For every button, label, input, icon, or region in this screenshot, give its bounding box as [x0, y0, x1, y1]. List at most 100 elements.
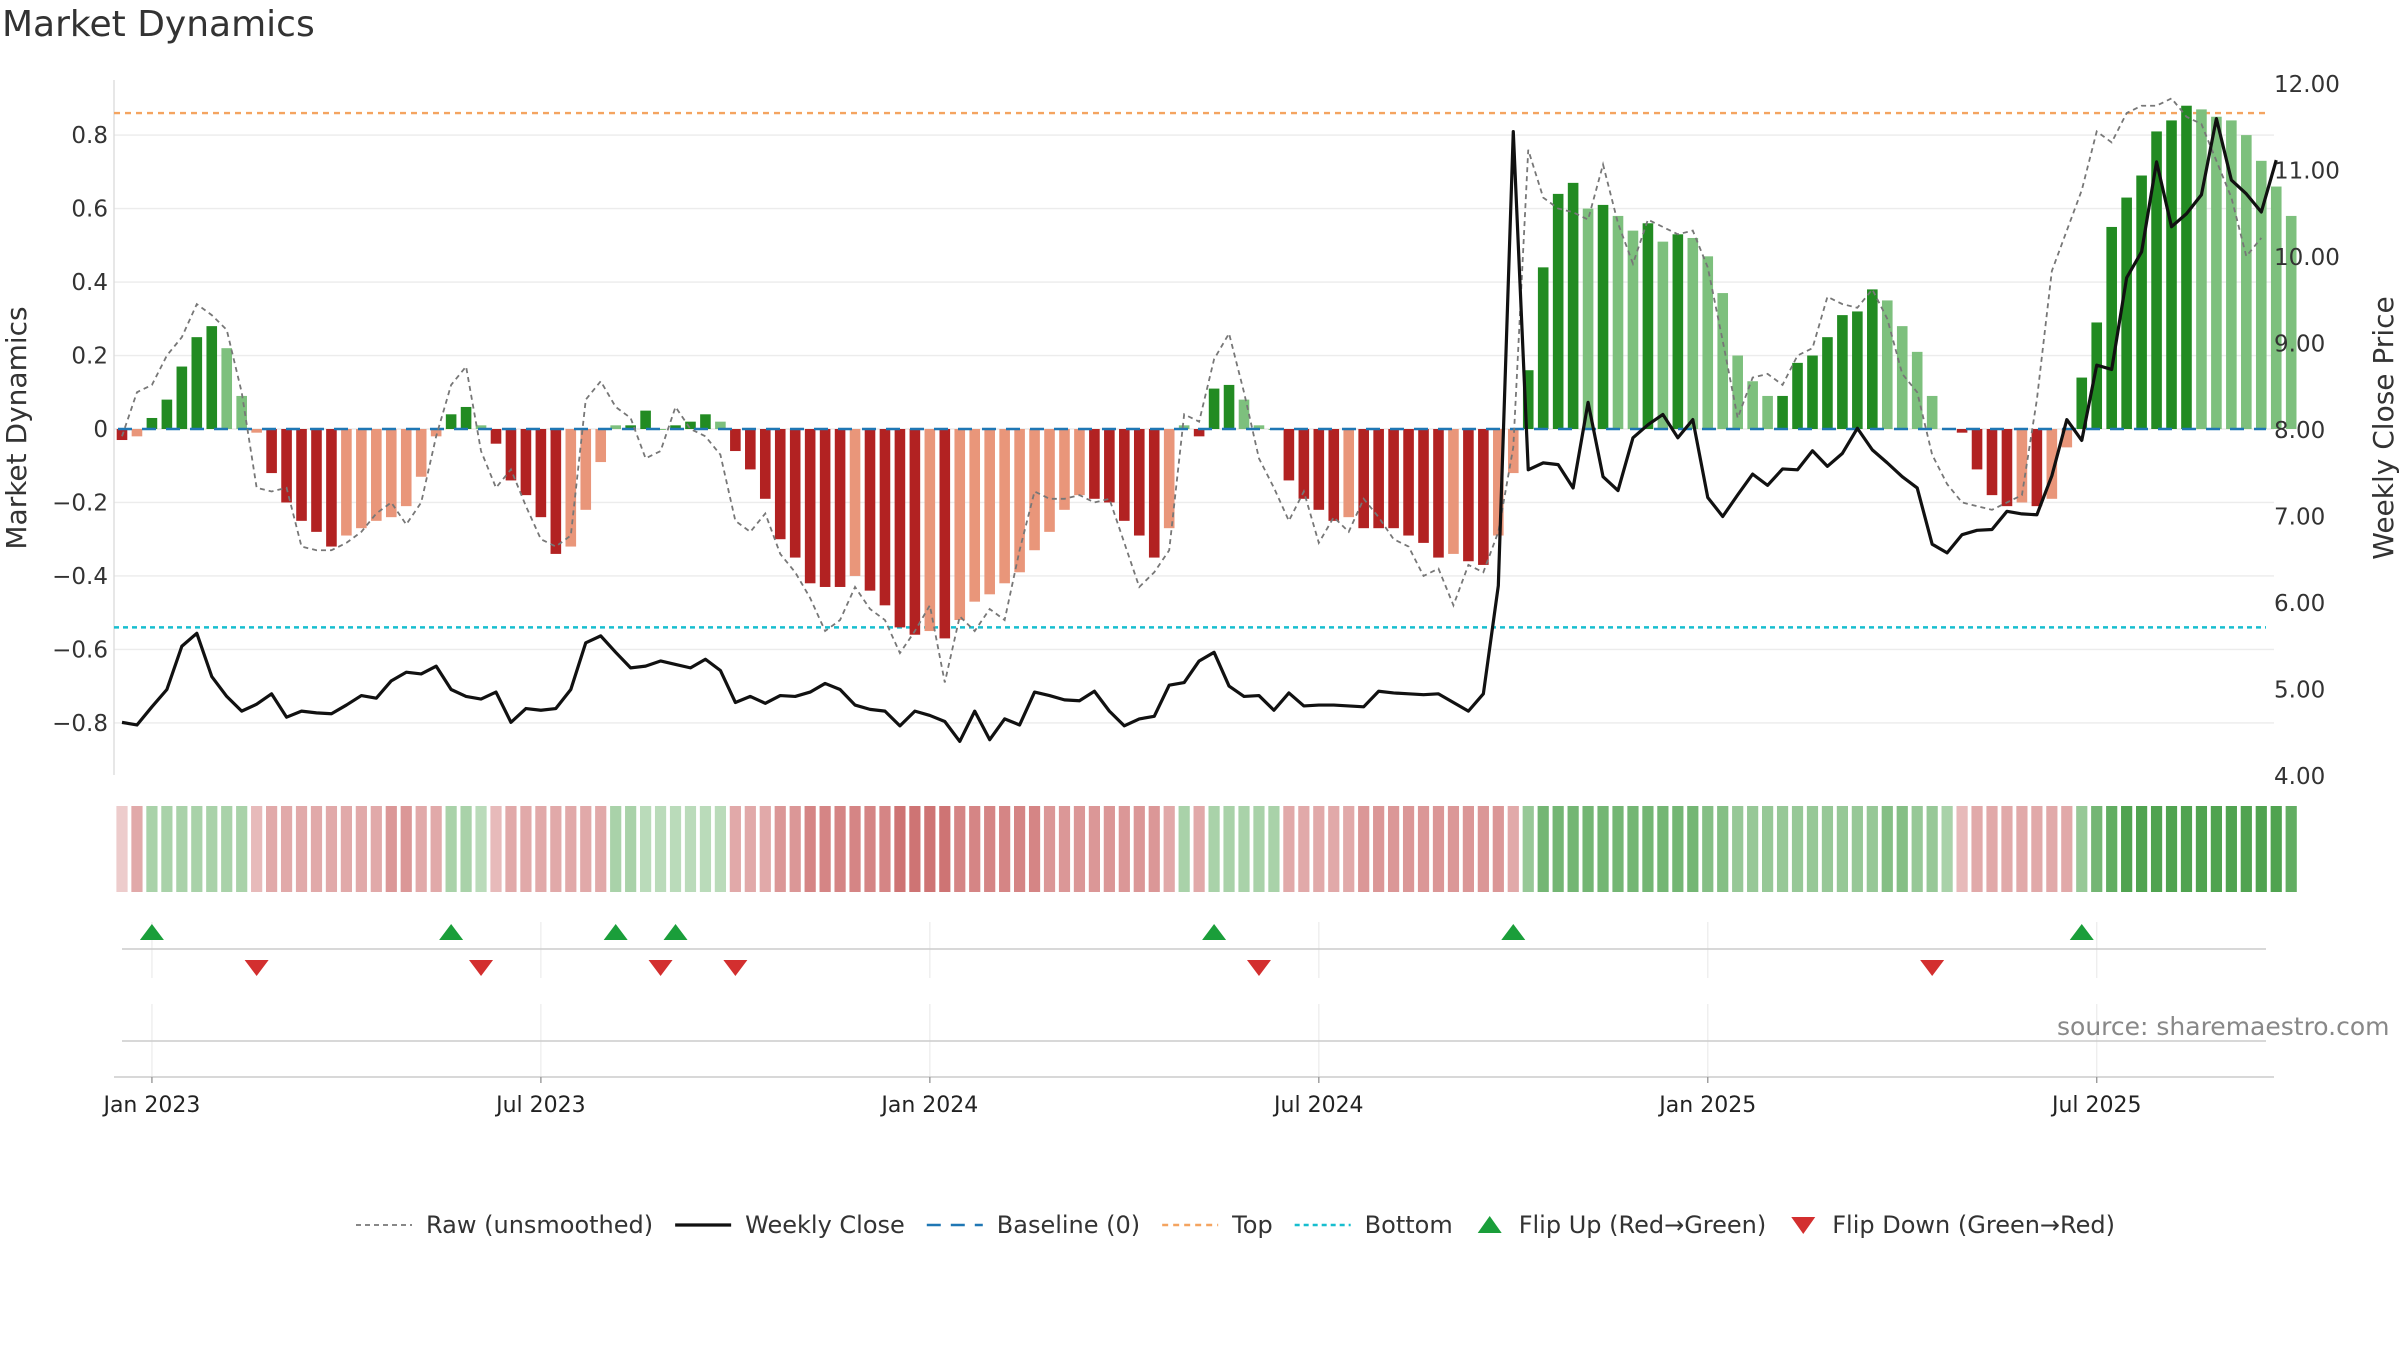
heat-cell — [1103, 806, 1115, 892]
heat-cell — [1762, 806, 1774, 892]
dynamics-bar — [1837, 315, 1848, 429]
dynamics-bar — [206, 326, 218, 429]
raw-unsmoothed-line — [121, 97, 2262, 683]
y-tick-label: 0.8 — [71, 123, 108, 149]
dynamics-bar — [505, 429, 517, 481]
dynamics-bar — [1328, 429, 1340, 521]
heat-cell — [251, 806, 263, 892]
heat-cell — [2046, 806, 2058, 892]
dynamics-bar — [1881, 300, 1893, 429]
y2-tick-label: 9.00 — [2274, 332, 2325, 358]
heat-cell — [1373, 806, 1385, 892]
heat-cell — [131, 806, 143, 892]
heat-cell — [2285, 806, 2297, 892]
heat-cell — [280, 806, 293, 892]
legend: Raw (unsmoothed) Weekly Close Baseline (0)… — [356, 1211, 2115, 1239]
heat-cell — [1163, 806, 1175, 892]
dynamics-bar — [1373, 429, 1384, 529]
y2-tick-label: 11.00 — [2274, 159, 2340, 185]
dynamics-bar — [879, 429, 891, 606]
heat-cell — [1806, 806, 1819, 892]
heat-cell — [864, 806, 876, 892]
heat-cell — [849, 806, 861, 892]
heat-cell — [266, 806, 278, 892]
dynamics-bar — [1119, 429, 1130, 521]
dynamics-bar — [730, 429, 741, 452]
heat-cell — [2180, 806, 2193, 892]
dynamics-bar — [2181, 105, 2192, 429]
heat-cell — [1776, 806, 1789, 892]
heat-cell — [625, 806, 637, 892]
dynamics-bar — [2046, 429, 2058, 499]
heat-cell — [236, 806, 248, 892]
dynamics-bar — [296, 429, 307, 521]
dynamics-bar — [1388, 429, 1399, 529]
heat-cell — [1402, 806, 1415, 892]
heat-cell — [2091, 806, 2103, 892]
dynamics-bar — [161, 399, 173, 429]
heat-cell — [1612, 806, 1624, 892]
heat-cell — [1672, 806, 1684, 892]
y-tick-label: 0.6 — [71, 197, 108, 223]
dynamics-bar — [1762, 395, 1773, 429]
dynamics-bar — [984, 429, 995, 595]
heat-cell — [654, 806, 667, 892]
dynamics-bar — [1627, 230, 1639, 429]
heat-cell — [640, 806, 652, 892]
dynamics-bar — [266, 429, 277, 474]
heat-cell — [325, 806, 338, 892]
dynamics-bar — [326, 429, 337, 547]
dynamics-bar — [789, 429, 801, 558]
dynamics-bar — [490, 429, 502, 444]
dynamics-bar — [1403, 429, 1414, 536]
legend-flip-down-swatch — [1791, 1217, 1816, 1234]
heat-cell — [1986, 806, 1998, 892]
dynamics-bar — [1852, 311, 1863, 429]
y2-tick-label: 8.00 — [2274, 418, 2325, 444]
heat-cell — [774, 806, 786, 892]
dynamics-bar — [1208, 388, 1220, 429]
flip-up-marker — [439, 924, 464, 940]
heat-cell — [505, 806, 517, 892]
dynamics-bar — [1792, 362, 1803, 429]
y-tick-label: 0 — [93, 417, 108, 443]
dynamics-bar — [1732, 355, 1743, 429]
dynamics-bar — [2121, 197, 2132, 429]
y-tick-label: 0.2 — [71, 344, 108, 370]
heat-cell — [2270, 806, 2282, 892]
dynamics-bar — [1358, 429, 1369, 529]
heat-cell — [804, 806, 816, 892]
heat-cell — [1687, 806, 1699, 892]
dynamics-bar — [400, 429, 412, 507]
dynamics-bar — [430, 429, 442, 437]
heat-cell — [385, 806, 397, 892]
heat-cell — [1193, 806, 1205, 892]
heat-cell — [295, 806, 308, 892]
heat-cell — [1941, 806, 1953, 892]
dynamics-bar — [2151, 131, 2162, 429]
dynamics-bar — [251, 429, 262, 433]
heat-cell — [2210, 806, 2222, 892]
legend-label: Baseline (0) — [997, 1211, 1140, 1239]
y-axis-label: Market Dynamics — [0, 306, 33, 549]
dynamics-bar — [1747, 381, 1758, 429]
heat-cell — [1148, 806, 1160, 892]
heat-cell — [2076, 806, 2088, 892]
dynamics-bar — [341, 429, 352, 536]
x-tick-label: Jan 2025 — [1657, 1093, 1756, 1118]
heat-cell — [1911, 806, 1923, 892]
heat-cell — [1073, 806, 1086, 892]
dynamics-bar — [2136, 175, 2147, 429]
heat-cell — [1896, 806, 1908, 892]
dynamics-bar — [1178, 425, 1190, 429]
dynamics-bar — [565, 429, 577, 547]
heat-cell — [1313, 806, 1325, 892]
dynamics-bar — [146, 417, 158, 429]
heat-cell — [1058, 806, 1071, 892]
dynamics-bar — [1657, 241, 1669, 429]
dynamics-bar — [2285, 215, 2297, 429]
dynamics-bar — [1029, 429, 1040, 551]
heat-cell — [954, 806, 966, 892]
heat-cell — [1388, 806, 1400, 892]
